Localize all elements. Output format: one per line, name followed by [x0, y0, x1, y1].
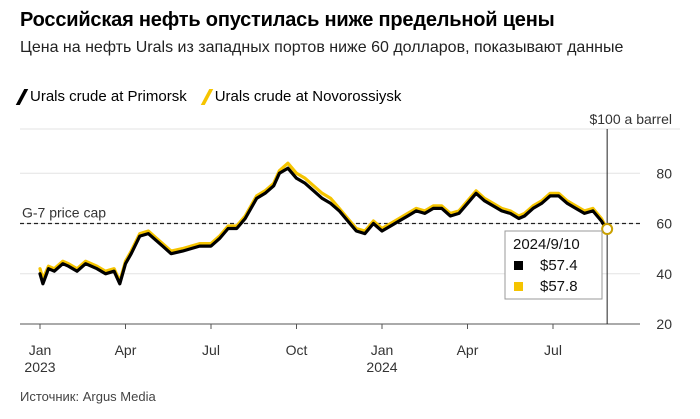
- legend-item-novorossiysk[interactable]: Urals crude at Novorossiysk: [200, 88, 402, 105]
- price-cap-label: G-7 price cap: [22, 205, 106, 221]
- x-tick-label: Jul: [544, 342, 562, 358]
- x-tick-label: Apr: [115, 342, 137, 358]
- legend: Urals crude at Primorsk Urals crude at N…: [15, 88, 402, 105]
- crosshair-point: [601, 223, 614, 236]
- tooltip-value: $57.4: [540, 257, 578, 274]
- x-tick-label: Jul: [202, 342, 220, 358]
- legend-label-novorossiysk: Urals crude at Novorossiysk: [214, 88, 402, 105]
- x-tick-label: Jan: [371, 342, 394, 358]
- legend-item-primorsk[interactable]: Urals crude at Primorsk: [15, 88, 187, 105]
- tooltip-swatch: [514, 261, 523, 270]
- tooltip-swatch: [514, 282, 523, 291]
- series-line-primorsk: [38, 166, 609, 286]
- legend-label-primorsk: Urals crude at Primorsk: [30, 88, 187, 105]
- y-tick-label: 20: [656, 316, 672, 332]
- y-tick-label: 40: [656, 266, 672, 282]
- tooltip-date: 2024/9/10: [513, 236, 580, 253]
- tooltip-value: $57.8: [540, 278, 578, 295]
- x-tick-label: Apr: [457, 342, 479, 358]
- y-axis-unit-label: $100 a barrel: [589, 111, 672, 127]
- chart-subtitle: Цена на нефть Urals из западных портов н…: [20, 39, 624, 56]
- x-tick-year: 2023: [24, 359, 55, 375]
- chart-title: Российская нефть опустилась ниже предель…: [20, 9, 555, 31]
- x-tick-label: Oct: [286, 342, 308, 358]
- y-tick-label: 60: [656, 216, 672, 232]
- y-tick-label: 80: [656, 165, 672, 181]
- source-note: Источник: Argus Media: [20, 389, 156, 404]
- x-tick-year: 2024: [366, 359, 397, 375]
- x-tick-label: Jan: [29, 342, 52, 358]
